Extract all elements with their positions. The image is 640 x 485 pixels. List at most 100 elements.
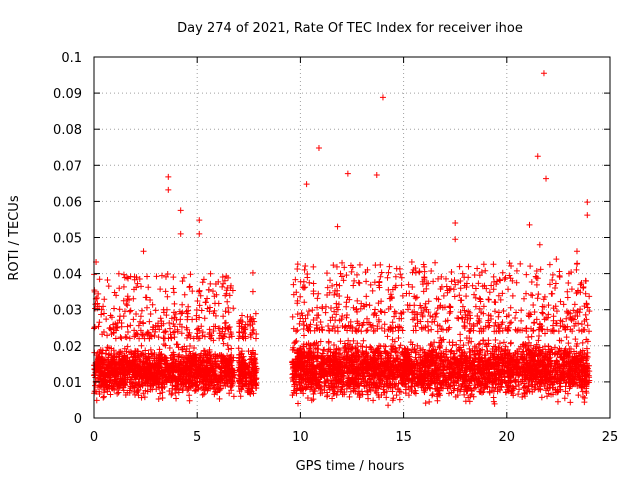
data-point xyxy=(153,307,159,313)
data-point xyxy=(106,283,112,289)
data-point xyxy=(217,396,223,402)
data-point xyxy=(130,316,136,322)
data-point xyxy=(148,311,154,317)
data-point xyxy=(301,332,307,338)
data-point xyxy=(94,295,100,301)
data-point xyxy=(139,308,145,314)
data-point xyxy=(144,274,150,280)
data-point xyxy=(212,300,218,306)
data-point xyxy=(179,278,185,284)
data-point xyxy=(318,339,324,345)
data-point xyxy=(197,288,203,294)
data-point xyxy=(539,394,545,400)
data-point xyxy=(100,395,106,401)
data-point xyxy=(166,320,172,326)
data-point xyxy=(207,281,213,287)
data-point xyxy=(97,276,103,282)
data-point xyxy=(164,307,170,313)
data-point xyxy=(203,299,209,305)
data-point xyxy=(567,399,573,405)
data-point xyxy=(187,398,193,404)
data-point xyxy=(156,334,162,340)
data-point xyxy=(105,344,111,350)
data-point xyxy=(292,339,298,345)
data-point xyxy=(142,394,148,400)
data-point xyxy=(140,320,146,326)
data-point xyxy=(457,338,463,344)
data-point xyxy=(127,322,133,328)
data-point xyxy=(171,301,177,307)
data-point xyxy=(581,399,587,405)
data-point xyxy=(163,288,169,294)
data-point xyxy=(125,329,131,335)
data-point xyxy=(92,383,98,389)
data-point xyxy=(222,320,228,326)
data-point xyxy=(96,319,102,325)
data-point xyxy=(226,346,232,352)
data-point xyxy=(173,396,179,402)
data-point xyxy=(127,309,133,315)
data-point xyxy=(126,297,132,303)
data-point xyxy=(394,392,400,398)
data-point xyxy=(240,334,246,340)
data-point xyxy=(194,307,200,313)
data-point xyxy=(324,392,330,398)
data-point xyxy=(450,342,456,348)
data-point xyxy=(157,286,163,292)
data-point xyxy=(116,271,122,277)
data-points xyxy=(91,70,592,408)
data-point xyxy=(156,396,162,402)
data-point xyxy=(201,391,207,397)
data-point xyxy=(124,324,130,330)
data-point xyxy=(564,334,570,340)
data-point xyxy=(121,284,127,290)
data-point xyxy=(187,271,193,277)
data-point xyxy=(210,288,216,294)
data-point xyxy=(182,292,188,298)
data-point xyxy=(179,330,185,336)
data-point xyxy=(228,345,234,351)
data-point xyxy=(326,340,332,346)
data-point xyxy=(103,316,109,322)
data-point xyxy=(112,289,118,295)
data-point xyxy=(202,315,208,321)
data-point xyxy=(320,347,326,353)
data-point xyxy=(124,302,130,308)
data-point xyxy=(426,399,432,405)
data-point xyxy=(253,311,259,317)
data-point xyxy=(397,397,403,403)
data-point xyxy=(101,296,107,302)
data-point xyxy=(238,393,244,399)
data-point xyxy=(116,285,122,291)
data-point xyxy=(111,306,117,312)
data-point xyxy=(315,346,321,352)
data-point xyxy=(144,305,150,311)
data-point xyxy=(145,284,151,290)
data-point xyxy=(200,279,206,285)
data-point xyxy=(138,283,144,289)
data-point xyxy=(121,313,127,319)
data-point xyxy=(105,277,111,283)
data-point xyxy=(492,337,498,343)
data-point xyxy=(385,333,391,339)
data-point xyxy=(231,393,237,399)
data-point xyxy=(525,334,531,340)
data-point xyxy=(346,394,352,400)
data-point xyxy=(208,271,214,277)
data-point xyxy=(181,275,187,281)
data-point xyxy=(175,341,181,347)
data-point xyxy=(360,338,366,344)
data-point xyxy=(118,335,124,341)
data-point xyxy=(385,402,391,408)
data-point xyxy=(423,400,429,406)
data-point xyxy=(92,324,98,330)
data-point xyxy=(130,296,136,302)
data-point xyxy=(367,344,373,350)
data-point xyxy=(121,272,127,278)
data-point xyxy=(153,273,159,279)
data-point xyxy=(171,289,177,295)
data-point xyxy=(219,284,225,290)
data-point xyxy=(158,315,164,321)
data-point xyxy=(170,285,176,291)
